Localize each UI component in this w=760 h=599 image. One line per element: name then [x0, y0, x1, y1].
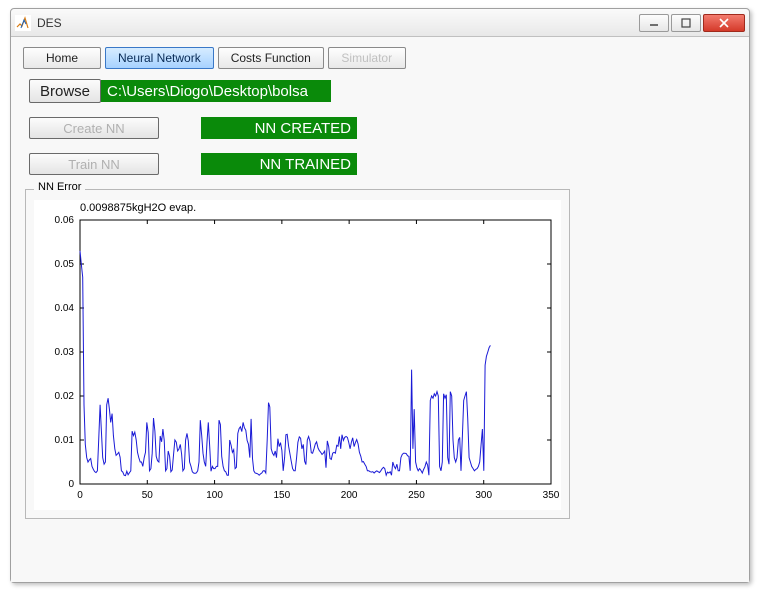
maximize-button[interactable]: [671, 14, 701, 32]
create-row: Create NN NN CREATED: [29, 117, 737, 139]
svg-text:0.06: 0.06: [55, 215, 75, 226]
titlebar[interactable]: DES: [11, 9, 749, 37]
minimize-button[interactable]: [639, 14, 669, 32]
tab-neural-network[interactable]: Neural Network: [105, 47, 214, 69]
svg-text:200: 200: [341, 490, 358, 501]
svg-text:0: 0: [77, 490, 83, 501]
groupbox-label: NN Error: [34, 181, 85, 193]
train-row: Train NN NN TRAINED: [29, 153, 737, 175]
svg-text:300: 300: [475, 490, 492, 501]
train-status: NN TRAINED: [201, 153, 357, 175]
train-nn-button[interactable]: Train NN: [29, 153, 159, 175]
app-window: DES Home Neural Network Costs Function S…: [10, 8, 750, 583]
svg-text:0: 0: [68, 479, 74, 490]
matlab-icon: [15, 15, 31, 31]
window-controls: [639, 14, 745, 32]
svg-text:0.03: 0.03: [55, 347, 75, 358]
tab-home[interactable]: Home: [23, 47, 101, 69]
chart-area[interactable]: 0.0098875kgH2O evap. 0501001502002503003…: [34, 200, 561, 510]
svg-text:100: 100: [206, 490, 223, 501]
svg-text:0.01: 0.01: [55, 435, 75, 446]
browse-path: C:\Users\Diogo\Desktop\bolsa: [101, 80, 331, 102]
create-status: NN CREATED: [201, 117, 357, 139]
nn-error-groupbox: NN Error 0.0098875kgH2O evap. 0501001502…: [25, 189, 570, 519]
browse-button[interactable]: Browse: [29, 79, 101, 103]
tab-row: Home Neural Network Costs Function Simul…: [23, 47, 737, 69]
svg-text:50: 50: [142, 490, 154, 501]
tab-simulator: Simulator: [328, 47, 406, 69]
close-button[interactable]: [703, 14, 745, 32]
window-title: DES: [37, 16, 639, 30]
browse-row: Browse C:\Users\Diogo\Desktop\bolsa: [29, 79, 737, 103]
svg-text:250: 250: [408, 490, 425, 501]
svg-text:0.04: 0.04: [55, 303, 75, 314]
tab-costs-function[interactable]: Costs Function: [218, 47, 324, 69]
create-nn-button[interactable]: Create NN: [29, 117, 159, 139]
svg-text:350: 350: [543, 490, 560, 501]
svg-text:150: 150: [274, 490, 291, 501]
svg-text:0.02: 0.02: [55, 391, 75, 402]
content-area: Home Neural Network Costs Function Simul…: [11, 37, 749, 582]
svg-text:0.05: 0.05: [55, 259, 75, 270]
line-chart: 0 50 100 150 200 250 300 350 0 0.01 0.02 0.03 0.04 0.…: [34, 200, 561, 510]
